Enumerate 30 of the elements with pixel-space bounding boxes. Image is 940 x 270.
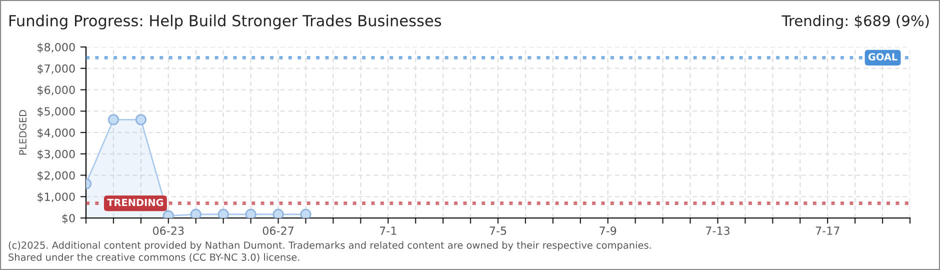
y-tick-label: $1,000 — [38, 192, 75, 202]
x-tick-label: 06-23 — [152, 226, 184, 235]
point — [108, 114, 120, 126]
y-tick-label: $6,000 — [38, 86, 75, 96]
x-tick-label: 7-17 — [816, 226, 840, 235]
y-tick-label: $2,000 — [38, 171, 75, 182]
x-tick-label: 7-13 — [706, 226, 730, 235]
x-tick-label: 7-5 — [490, 226, 506, 235]
point — [245, 208, 256, 218]
chart-title: Funding Progress: Help Build Stronger Trades Businesses — [10, 14, 442, 30]
text: Shared under the creative commons (CC BY-NC 3.0) license. — [8, 253, 300, 262]
y-tick-label: $7,000 — [38, 64, 75, 74]
point — [300, 208, 312, 218]
text: (c)2025. Additional content provided by Nathan Dumont. Trademarks and related content are owned by their respective companies. — [8, 241, 651, 251]
y-tick-label: $3,000 — [38, 150, 75, 160]
y-tick-label: $5,000 — [38, 106, 75, 117]
point — [135, 114, 146, 126]
y-tick-label: $8,000 — [38, 42, 75, 53]
y-axis-title: PLEDGED — [19, 110, 26, 155]
x-tick-label: 7-9 — [600, 226, 616, 235]
x-tick-label: 06-27 — [262, 226, 294, 235]
text: Trending: $689 (9%) — [782, 14, 929, 30]
point — [218, 208, 229, 218]
point — [190, 208, 202, 218]
point — [272, 208, 284, 218]
ref-line-label: GOAL — [868, 53, 898, 61]
ref-line-label: TRENDING — [107, 198, 164, 206]
y-tick-label: $4,000 — [38, 128, 75, 138]
y-tick-label: $0 — [62, 214, 75, 224]
x-tick-label: 7-1 — [380, 226, 396, 235]
